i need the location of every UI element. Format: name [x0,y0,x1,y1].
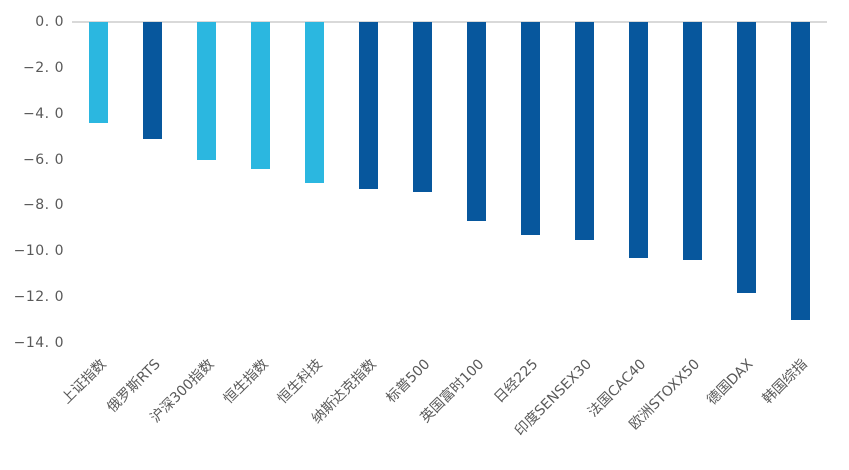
bar [790,22,810,320]
x-axis-label: 上证指数 [58,356,110,408]
bar [520,22,540,235]
bar [89,22,109,123]
y-axis-label: −14. 0 [13,335,64,352]
x-axis-zero-line [72,21,827,23]
bar [143,22,163,139]
bar [197,22,217,160]
y-axis-label: −12. 0 [13,289,64,306]
y-axis-label: −6. 0 [23,151,64,168]
bar [305,22,325,183]
bar [359,22,379,189]
y-axis-label: −4. 0 [23,105,64,122]
bar [413,22,433,192]
bar [736,22,756,293]
x-axis-label: 韩国综指 [759,356,811,408]
x-axis-label: 德国DAX [704,356,757,409]
bar [682,22,702,260]
x-axis-label: 恒生指数 [220,356,272,408]
bar [574,22,594,240]
x-axis-label: 日经225 [490,356,542,407]
bar [251,22,271,169]
bar [466,22,486,221]
y-axis-label: −10. 0 [13,243,64,260]
y-axis-label: −2. 0 [23,59,64,76]
x-axis-label: 标普500 [383,356,434,407]
x-axis-label: 恒生科技 [274,356,326,408]
y-axis-label: 0. 0 [35,14,64,30]
y-axis-label: −8. 0 [23,197,64,214]
bar [628,22,648,258]
